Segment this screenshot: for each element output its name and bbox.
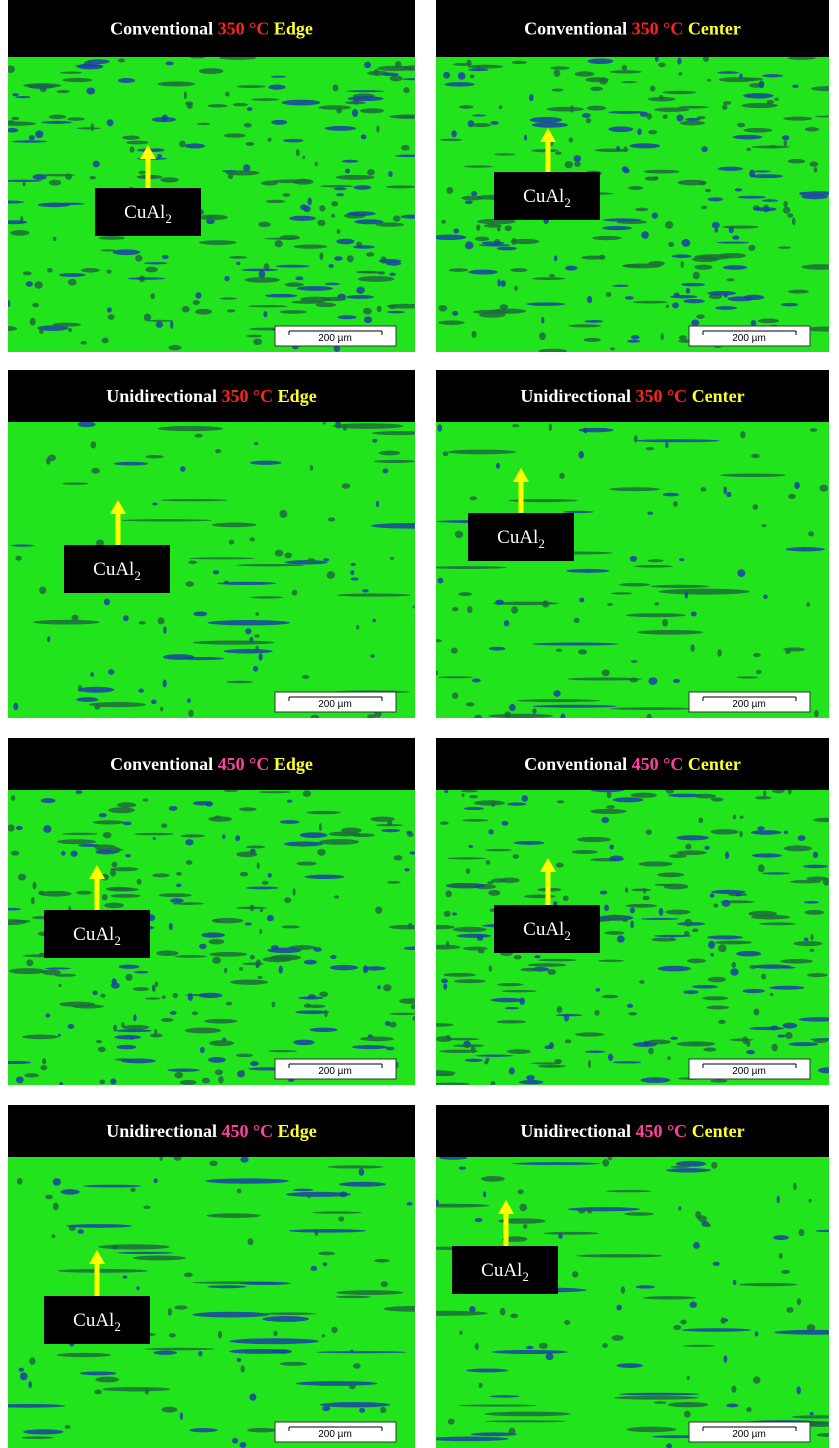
label-subscript: 2 bbox=[538, 536, 545, 551]
process: Unidirectional bbox=[106, 386, 217, 406]
label-text: CuAl bbox=[481, 1260, 522, 1281]
label-text: CuAl bbox=[73, 1310, 114, 1331]
position: Center bbox=[688, 19, 741, 39]
position: Edge bbox=[278, 386, 317, 406]
panel-title: Conventional 350 °C Center bbox=[524, 19, 741, 39]
panel-title: Unidirectional 350 °C Center bbox=[520, 386, 744, 406]
process: Unidirectional bbox=[106, 1121, 217, 1141]
panel-title: Unidirectional 350 °C Edge bbox=[106, 386, 316, 406]
label-text: CuAl bbox=[124, 202, 165, 223]
phase-label: CuAl2 bbox=[481, 1260, 529, 1284]
temperature: 450 °C bbox=[635, 1121, 687, 1141]
micrograph-panel: Conventional 350 °C Edge CuAl2 200 µm bbox=[0, 0, 426, 352]
micrograph-panel: Unidirectional 450 °C Center CuAl2 200 µm bbox=[405, 1105, 839, 1448]
process: Conventional bbox=[524, 754, 627, 774]
label-subscript: 2 bbox=[522, 1269, 529, 1284]
panel-title: Conventional 450 °C Edge bbox=[110, 754, 313, 774]
temperature: 350 °C bbox=[635, 386, 687, 406]
label-subscript: 2 bbox=[564, 195, 571, 210]
process: Conventional bbox=[524, 19, 627, 39]
position: Edge bbox=[278, 1121, 317, 1141]
temperature: 350 °C bbox=[221, 386, 273, 406]
process: Conventional bbox=[110, 754, 213, 774]
position: Center bbox=[692, 386, 745, 406]
label-subscript: 2 bbox=[134, 568, 141, 583]
scale-bar-label: 200 µm bbox=[732, 333, 766, 344]
phase-label: CuAl2 bbox=[93, 559, 141, 583]
label-text: CuAl bbox=[497, 527, 538, 548]
temperature: 350 °C bbox=[632, 19, 684, 39]
temperature: 350 °C bbox=[218, 19, 270, 39]
label-subscript: 2 bbox=[564, 928, 571, 943]
micrograph-panel: Unidirectional 350 °C Edge CuAl2 200 µm bbox=[8, 370, 447, 721]
label-text: CuAl bbox=[523, 186, 564, 207]
micrograph-panel: Conventional 450 °C Center CuAl2 200 µm bbox=[418, 738, 839, 1087]
panel-title: Unidirectional 450 °C Edge bbox=[106, 1121, 316, 1141]
process: Unidirectional bbox=[520, 1121, 631, 1141]
position: Edge bbox=[274, 19, 313, 39]
phase-label: CuAl2 bbox=[124, 202, 172, 226]
process: Unidirectional bbox=[520, 386, 631, 406]
phase-label: CuAl2 bbox=[73, 1310, 121, 1334]
scale-bar-label: 200 µm bbox=[318, 1429, 352, 1440]
figure: Conventional 350 °C EdgeCuAl2200 µmConve… bbox=[0, 0, 839, 1448]
process: Conventional bbox=[110, 19, 213, 39]
micrograph-panel: Unidirectional 450 °C Edge CuAl2 200 µm bbox=[0, 1105, 440, 1448]
panel-title: Conventional 450 °C Center bbox=[524, 754, 741, 774]
label-text: CuAl bbox=[73, 924, 114, 945]
temperature: 450 °C bbox=[221, 1121, 273, 1141]
temperature: 450 °C bbox=[632, 754, 684, 774]
panel-title: Conventional 350 °C Edge bbox=[110, 19, 313, 39]
position: Edge bbox=[274, 754, 313, 774]
micrograph-panel: Conventional 450 °C Edge CuAl2 200 µm bbox=[0, 738, 427, 1088]
label-text: CuAl bbox=[523, 919, 564, 940]
label-text: CuAl bbox=[93, 559, 134, 580]
position: Center bbox=[688, 754, 741, 774]
label-subscript: 2 bbox=[114, 1319, 121, 1334]
label-subscript: 2 bbox=[114, 933, 121, 948]
scale-bar-label: 200 µm bbox=[318, 333, 352, 344]
scale-bar-label: 200 µm bbox=[318, 1066, 352, 1077]
phase-label: CuAl2 bbox=[73, 924, 121, 948]
scale-bar-label: 200 µm bbox=[732, 1429, 766, 1440]
phase-label: CuAl2 bbox=[523, 186, 571, 210]
micrograph-panel: Unidirectional 350 °C Center CuAl2 200 µm bbox=[428, 370, 829, 721]
panel-title: Unidirectional 450 °C Center bbox=[520, 1121, 744, 1141]
micrograph bbox=[436, 422, 829, 718]
scale-bar-label: 200 µm bbox=[732, 699, 766, 710]
temperature: 450 °C bbox=[218, 754, 270, 774]
scale-bar-label: 200 µm bbox=[732, 1066, 766, 1077]
position: Center bbox=[692, 1121, 745, 1141]
micrograph-panel: Conventional 350 °C Center CuAl2 200 µm bbox=[432, 0, 839, 353]
scale-bar-label: 200 µm bbox=[318, 699, 352, 710]
phase-label: CuAl2 bbox=[523, 919, 571, 943]
micrograph bbox=[436, 1157, 829, 1448]
label-subscript: 2 bbox=[165, 211, 172, 226]
phase-label: CuAl2 bbox=[497, 527, 545, 551]
